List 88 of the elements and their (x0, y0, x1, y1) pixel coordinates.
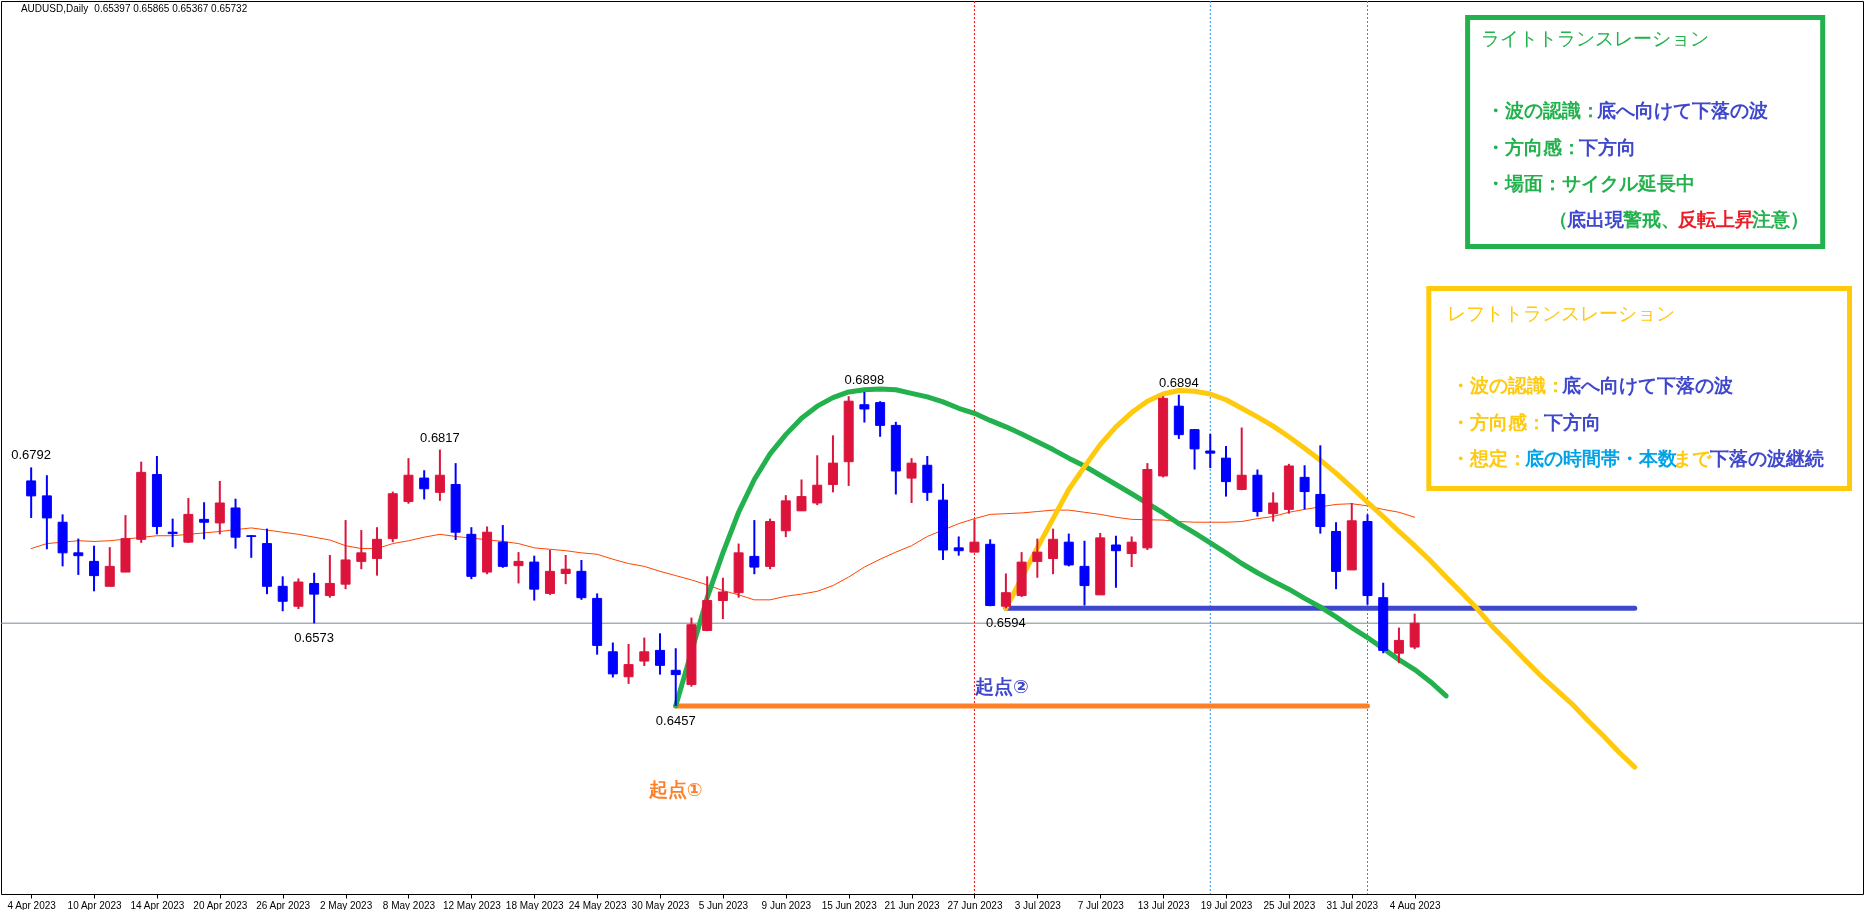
candlestick (1079, 539, 1090, 607)
x-tick-label: 2 May 2023 (319, 899, 373, 911)
annotation: 0.6792 (11, 447, 52, 463)
candlestick (906, 457, 917, 504)
candlestick (796, 478, 807, 512)
candlestick (812, 454, 823, 507)
candlestick (1236, 426, 1247, 492)
text: ライトトランスレーション (1481, 28, 1710, 49)
chart-subtitle: 0.65397 0.65865 0.65367 0.65732 (94, 3, 248, 14)
candlestick (309, 571, 320, 625)
candlestick (544, 548, 555, 596)
candlestick (639, 636, 650, 668)
x-tick-label: 27 Jun 2023 (947, 899, 1003, 911)
text: レフトトランスレーション (1447, 303, 1676, 324)
x-tick-label: 25 Jul 2023 (1263, 899, 1316, 911)
candlestick (356, 529, 367, 571)
x-tick-label: 14 Apr 2023 (130, 899, 185, 911)
candlestick (1393, 626, 1404, 665)
x-tick-label: 26 Apr 2023 (256, 899, 311, 911)
candlestick (969, 518, 980, 554)
x-tick-label: 4 Aug 2023 (1389, 899, 1441, 911)
x-tick-label: 30 May 2023 (631, 899, 690, 911)
annotation: 0.6573 (294, 630, 335, 646)
candlestick (513, 551, 524, 585)
annotation: 0.6817 (420, 429, 460, 445)
text: ・場面：サイクル延長中 (1486, 173, 1696, 194)
x-tick-label: 4 Apr 2023 (7, 899, 57, 911)
candlestick (199, 501, 210, 541)
text: （ (1548, 209, 1568, 230)
x-tick-label: 31 Jul 2023 (1326, 899, 1379, 911)
text: 起点① (647, 779, 703, 800)
annotation: 下落の波継続 (1709, 448, 1825, 469)
candlestick (214, 479, 225, 536)
candlestick (1189, 427, 1200, 471)
candlestick (670, 647, 681, 707)
x-tick-label: 10 Apr 2023 (67, 899, 122, 911)
candlestick (560, 553, 571, 586)
candlestick (1220, 445, 1231, 498)
candlestick (324, 553, 335, 599)
candlestick (1268, 491, 1279, 523)
candlestick (1000, 572, 1011, 610)
candlestick (1032, 537, 1043, 579)
x-tick-label: 20 Apr 2023 (193, 899, 248, 911)
x-tick-label: 9 Jun 2023 (761, 899, 812, 911)
candlestick (372, 526, 383, 577)
candlestick (89, 544, 100, 593)
annotation: 0.6457 (655, 712, 696, 728)
x-tick-label: 21 Jun 2023 (884, 899, 941, 911)
candlestick (1205, 432, 1216, 470)
candlestick (1409, 612, 1420, 651)
candlestick (104, 546, 115, 588)
x-tick-label: 13 Jul 2023 (1137, 899, 1190, 911)
candlestick (717, 576, 728, 621)
x-tick-label: 18 May 2023 (505, 899, 565, 911)
candlestick (73, 537, 84, 576)
annotation: 0.6898 (844, 371, 885, 387)
x-tick-label: 24 May 2023 (568, 899, 627, 911)
candlestick (434, 448, 445, 502)
annotation: 0.6594 (986, 615, 1026, 631)
candlestick (1110, 534, 1121, 589)
candlestick (655, 632, 666, 676)
candlestick (827, 434, 838, 494)
candlestick (26, 466, 37, 519)
candlestick (607, 641, 618, 679)
x-tick-label: 15 Jun 2023 (821, 899, 878, 911)
candlestick (859, 390, 870, 424)
x-tick-label: 5 Jun 2023 (698, 899, 749, 911)
x-tick-label: 3 Jul 2023 (1014, 899, 1062, 911)
candlestick (167, 517, 178, 549)
candlestick (419, 469, 430, 501)
x-tick-label: 12 May 2023 (442, 899, 502, 911)
candlestick (953, 535, 964, 557)
x-tick-label: 19 Jul 2023 (1200, 899, 1253, 911)
annotation: 0.6894 (1158, 374, 1199, 390)
candlestick (875, 400, 886, 438)
x-tick-label: 7 Jul 2023 (1077, 899, 1125, 911)
candlestick (1299, 464, 1310, 511)
candlestick (1126, 535, 1137, 569)
candlestick (623, 642, 634, 685)
candlestick (41, 474, 52, 551)
candlestick (246, 534, 257, 559)
annotation: 起点② (974, 676, 1029, 697)
x-tick-label: 8 May 2023 (382, 899, 436, 911)
candlestick (1048, 527, 1059, 576)
candlestick (749, 519, 760, 576)
chart-title: AUDUSD,Daily (20, 3, 89, 14)
candlestick (277, 575, 288, 613)
candlestick (1063, 532, 1074, 568)
